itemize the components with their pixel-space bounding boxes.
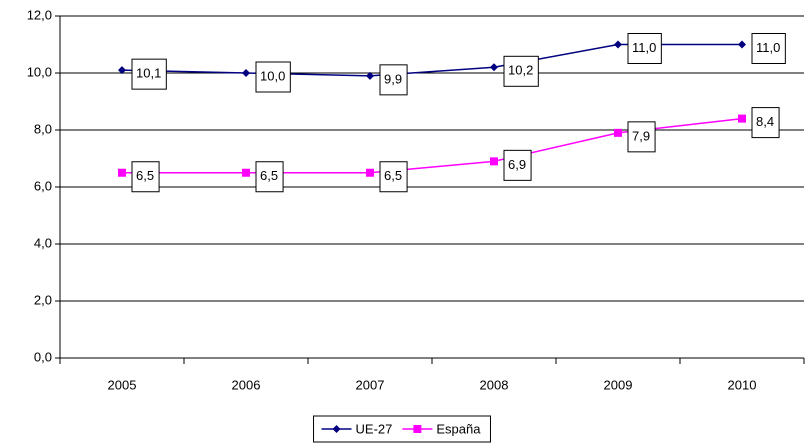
y-tick-label: 0,0 bbox=[34, 349, 52, 364]
marker bbox=[490, 63, 498, 72]
data-label: 8,4 bbox=[756, 114, 774, 129]
y-tick-label: 6,0 bbox=[34, 178, 52, 193]
marker bbox=[118, 66, 126, 75]
marker bbox=[332, 425, 341, 433]
marker bbox=[118, 168, 126, 177]
x-tick-label: 2005 bbox=[108, 377, 137, 392]
data-label-box bbox=[255, 161, 284, 193]
x-tick-label: 2010 bbox=[728, 377, 757, 392]
data-label: 11,0 bbox=[756, 40, 780, 55]
x-tick-label: 2008 bbox=[480, 377, 509, 392]
data-label-box bbox=[503, 55, 539, 87]
x-tick-label: 2006 bbox=[232, 377, 261, 392]
data-label-box bbox=[751, 33, 786, 64]
y-tick-label: 10,0 bbox=[27, 64, 52, 79]
marker bbox=[738, 40, 746, 49]
data-label-box bbox=[627, 33, 662, 64]
data-label-box bbox=[503, 149, 532, 181]
marker bbox=[614, 128, 622, 137]
y-tick-label: 2,0 bbox=[34, 292, 52, 307]
x-tick-label: 2007 bbox=[356, 377, 385, 392]
data-label: 9,9 bbox=[384, 71, 402, 86]
data-label: 6,5 bbox=[384, 168, 402, 183]
data-label: 11,0 bbox=[632, 40, 656, 55]
data-label-box bbox=[131, 58, 167, 90]
x-tick-label: 2009 bbox=[604, 377, 633, 392]
data-label: 7,9 bbox=[632, 128, 650, 143]
legend: UE-27 España bbox=[313, 415, 491, 443]
marker bbox=[738, 114, 746, 123]
data-label-box bbox=[627, 121, 656, 153]
y-tick-label: 4,0 bbox=[34, 235, 52, 250]
marker bbox=[242, 168, 250, 177]
marker bbox=[490, 157, 498, 166]
data-label: 6,5 bbox=[136, 168, 154, 183]
legend-label: España bbox=[436, 421, 481, 436]
data-label: 10,0 bbox=[260, 68, 285, 83]
data-label-box bbox=[379, 64, 408, 96]
marker bbox=[614, 40, 622, 49]
data-label: 6,5 bbox=[260, 168, 278, 183]
data-label-box bbox=[379, 161, 408, 193]
data-label-box bbox=[751, 107, 780, 139]
data-label-box bbox=[131, 161, 160, 193]
marker bbox=[366, 71, 374, 80]
y-tick-label: 8,0 bbox=[34, 121, 52, 136]
marker bbox=[413, 425, 422, 433]
marker bbox=[366, 168, 374, 177]
legend-label: UE-27 bbox=[356, 421, 393, 436]
y-tick-label: 12,0 bbox=[27, 7, 52, 22]
marker bbox=[242, 69, 250, 77]
data-label: 10,1 bbox=[136, 66, 161, 81]
data-label-box bbox=[255, 61, 291, 93]
data-label: 6,9 bbox=[508, 157, 526, 172]
data-label: 10,2 bbox=[508, 63, 533, 78]
